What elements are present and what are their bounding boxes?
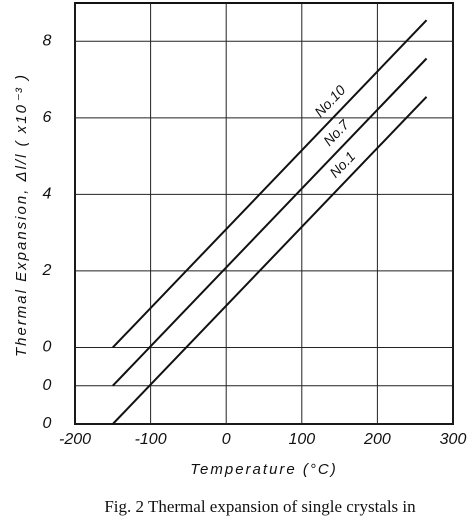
x-tick-label: 200 — [363, 431, 391, 448]
y-tick-label: 4 — [43, 186, 52, 203]
series-label: No.1 — [326, 148, 358, 180]
series-label: No.10 — [311, 82, 349, 120]
y-tick-label: 8 — [43, 32, 52, 49]
y-axis-title: Thermal Expansion, Δl/l ( x10⁻³ ) — [13, 73, 30, 357]
x-tick-label: 300 — [440, 431, 467, 448]
plot-frame — [74, 2, 454, 425]
caption: Fig. 2 Thermal expansion of single cryst… — [104, 497, 416, 516]
y-tick-label: 0 — [43, 415, 52, 432]
y-tick-label: 2 — [42, 262, 52, 279]
series-line — [112, 57, 428, 387]
y-tick-label: 6 — [43, 109, 52, 126]
x-tick-label: 0 — [222, 431, 231, 448]
x-tick-label: -100 — [135, 431, 167, 448]
x-tick-label: -200 — [59, 431, 91, 448]
series-label: No.7 — [320, 116, 353, 149]
series-line — [112, 96, 428, 425]
series-line — [112, 19, 428, 349]
x-axis-title: Temperature (°C) — [190, 461, 337, 478]
y-tick-label: 0 — [43, 377, 52, 394]
x-tick-label: 100 — [288, 431, 315, 448]
y-tick-label: 0 — [43, 339, 52, 356]
